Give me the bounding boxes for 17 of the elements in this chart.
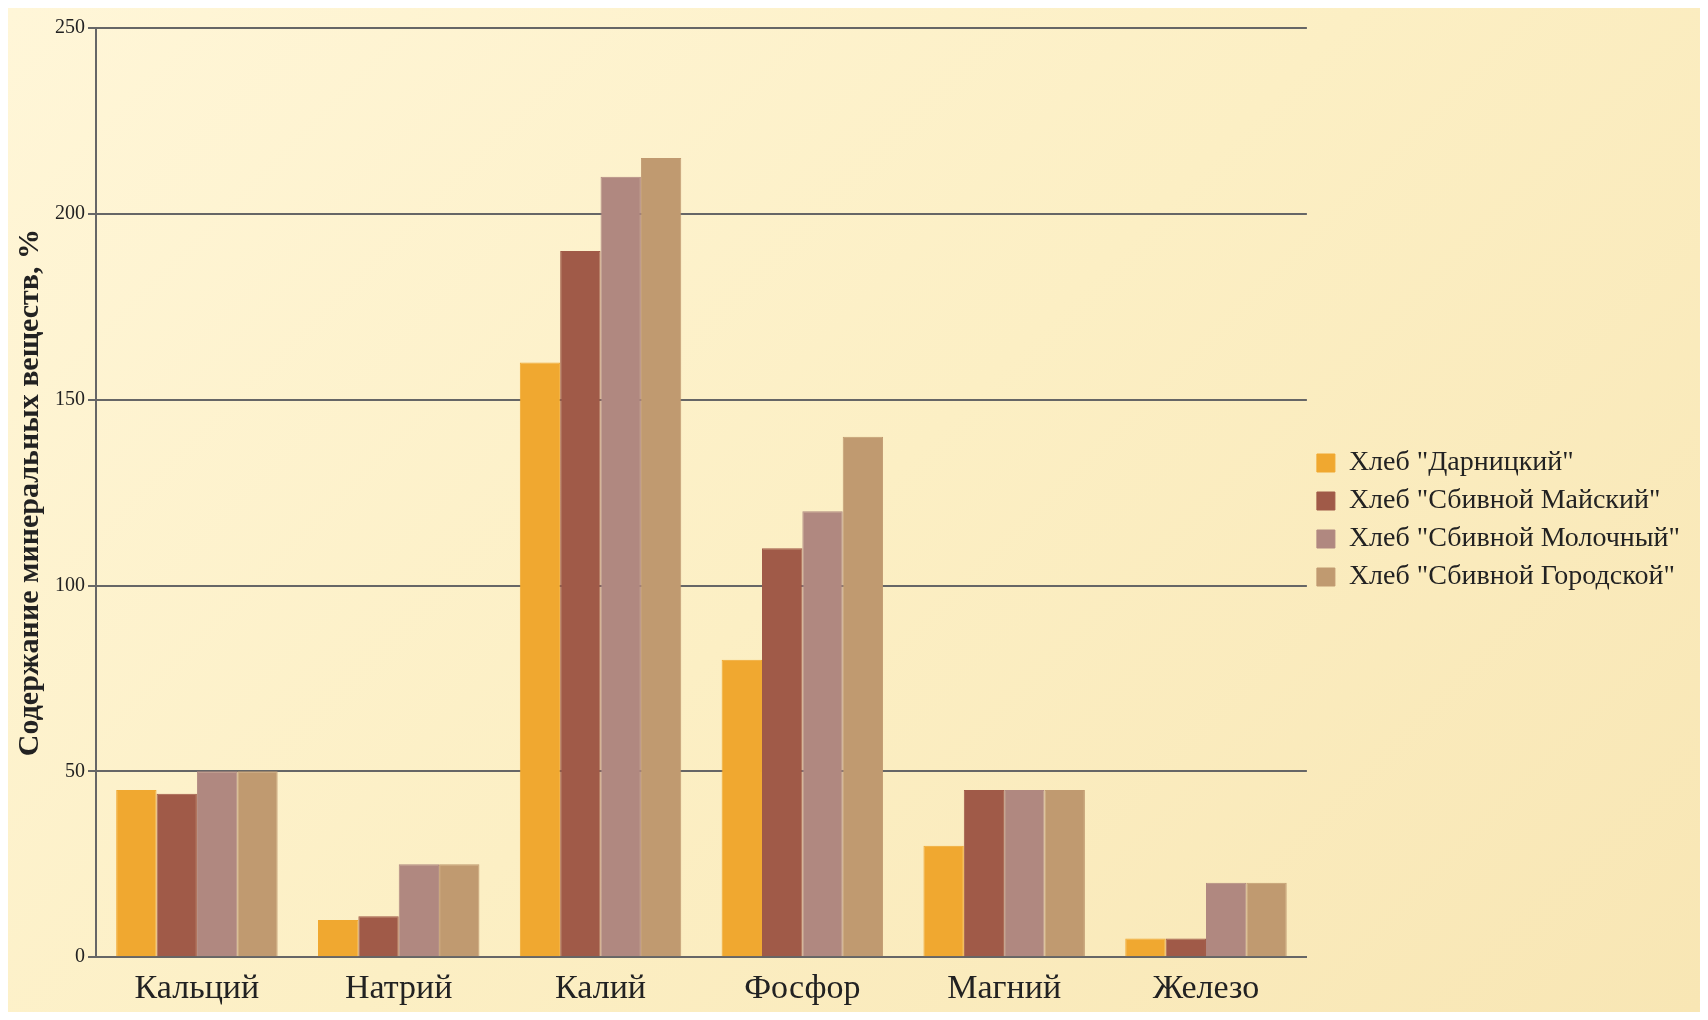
- y-axis-title: Содержание минеральных веществ, %: [10, 229, 44, 757]
- legend-label: Хлеб "Сбивной Молочный": [1348, 521, 1680, 553]
- x-tick-label: Магний: [947, 967, 1062, 1005]
- legend-label: Хлеб "Дарницкий": [1348, 445, 1574, 477]
- y-tick-label: 200: [55, 201, 85, 224]
- x-tick-label: Натрий: [345, 967, 453, 1005]
- y-tick-label: 100: [55, 572, 85, 595]
- x-tick-label: Железо: [1152, 967, 1260, 1005]
- legend-label: Хлеб "Сбивной Майский": [1348, 483, 1661, 515]
- x-tick-label: Калий: [555, 967, 647, 1005]
- x-tick-label: Кальций: [134, 967, 260, 1005]
- x-tick-label: Фосфор: [744, 967, 861, 1005]
- legend-label: Хлеб "Сбивной Городской": [1348, 559, 1675, 591]
- y-tick-label: 250: [55, 15, 85, 38]
- y-tick-label: 50: [65, 758, 85, 781]
- y-tick-label: 0: [75, 944, 85, 967]
- y-tick-label: 150: [55, 386, 85, 409]
